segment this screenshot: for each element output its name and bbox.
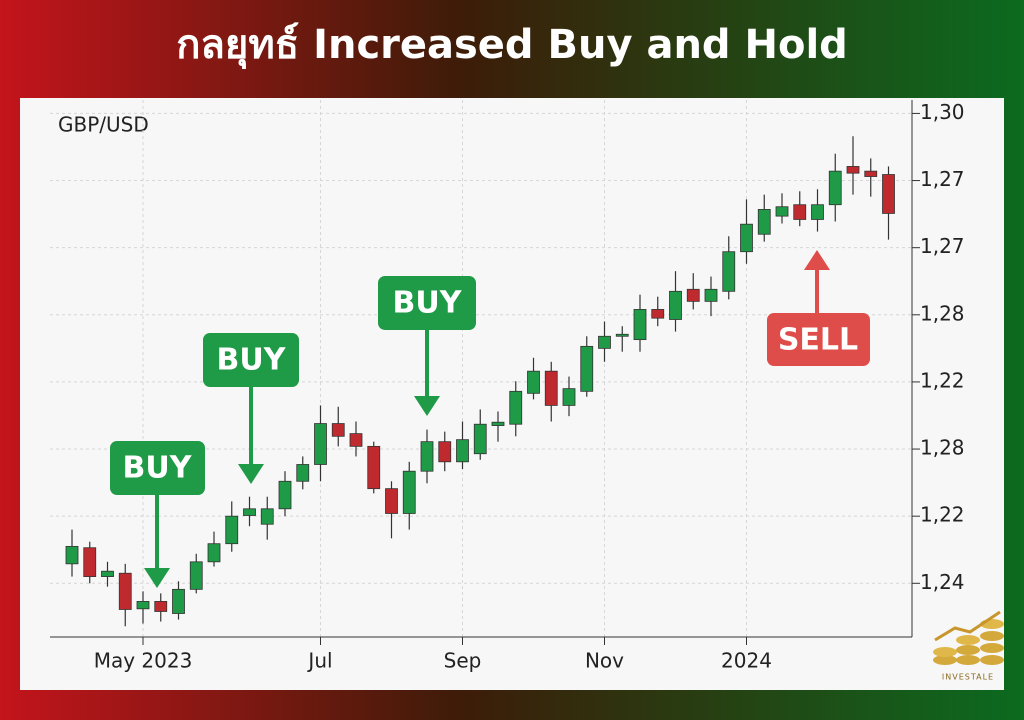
- annotation-label: BUY: [217, 343, 287, 378]
- y-tick-label: 1,24: [920, 570, 965, 594]
- buy-annotation: BUY: [203, 333, 299, 484]
- x-tick-label: 2024: [721, 649, 772, 673]
- y-tick-label: 1,22: [920, 368, 965, 392]
- candle-body: [633, 309, 647, 341]
- candle-body: [456, 439, 469, 463]
- annotation-label: BUY: [123, 451, 193, 486]
- candle-body: [722, 251, 736, 292]
- candle-body: [828, 170, 842, 206]
- candle-body: [65, 545, 79, 565]
- candle-body: [669, 290, 682, 320]
- candle-body: [367, 445, 381, 490]
- chart-title: กลยุทธ์ Increased Buy and Hold: [176, 22, 848, 70]
- candle-body: [473, 423, 487, 455]
- candle-body: [651, 309, 665, 319]
- candle-body: [704, 288, 718, 302]
- candle-body: [686, 288, 700, 302]
- annotation-label: SELL: [778, 323, 858, 358]
- candle-body: [757, 209, 771, 235]
- candle-body: [225, 515, 239, 545]
- y-tick-label: 1,27: [920, 234, 965, 258]
- candle-body: [207, 543, 221, 563]
- buy-annotation: BUY: [378, 276, 476, 416]
- x-tick-label: May 2023: [94, 649, 193, 673]
- plot-area: 1,30 1,27 1,27 1,28 1,22 1,28 1,22 1,24 May 2023…: [50, 100, 965, 673]
- y-tick-label: 1,30: [920, 100, 965, 124]
- sell-annotation: SELL: [767, 250, 870, 366]
- candle-body: [491, 421, 505, 426]
- candle-body: [118, 572, 132, 610]
- candle-body: [420, 441, 434, 472]
- annotation-label: BUY: [393, 286, 463, 321]
- candle-body: [154, 601, 168, 612]
- y-tick-label: 1,27: [920, 167, 965, 191]
- candle-body: [136, 601, 150, 610]
- y-tick-label: 1,28: [920, 301, 965, 325]
- candle-body: [331, 423, 345, 437]
- candle-body: [740, 223, 753, 253]
- candle-body: [882, 174, 895, 214]
- candle-body: [260, 508, 274, 525]
- candle-body: [598, 335, 611, 349]
- candle-body: [509, 390, 523, 425]
- candle-body: [385, 488, 398, 514]
- buy-annotation: BUY: [110, 441, 205, 588]
- candle-body: [615, 333, 629, 337]
- candle-body: [189, 561, 203, 590]
- y-tick-label: 1,28: [920, 436, 965, 460]
- candle-body: [527, 370, 540, 394]
- candle-body: [793, 204, 807, 220]
- candle-body: [544, 370, 558, 406]
- candle-body: [296, 464, 310, 482]
- x-tick-label: Sep: [444, 649, 482, 673]
- logo-text: INVESTALE: [942, 673, 994, 682]
- x-tick-label: Jul: [306, 649, 332, 673]
- candle-body: [846, 166, 860, 174]
- logo: INVESTALE: [933, 610, 1004, 682]
- candle-body: [438, 441, 452, 463]
- candle-body: [402, 470, 416, 514]
- candle-body: [83, 547, 97, 577]
- candle-body: [811, 204, 824, 220]
- x-tick-label: Nov: [585, 649, 624, 673]
- candle-body: [580, 345, 594, 392]
- candle-body: [775, 206, 789, 217]
- chart-subtitle: GBP/USD: [58, 113, 149, 137]
- candle-body: [243, 508, 256, 516]
- candle-body: [101, 570, 114, 577]
- candle-body: [314, 423, 327, 465]
- candle-body: [349, 433, 363, 447]
- candle-body: [864, 170, 878, 177]
- candle-body: [172, 588, 185, 614]
- candle-body: [278, 480, 292, 510]
- y-tick-label: 1,22: [920, 503, 965, 527]
- candle-body: [562, 388, 576, 406]
